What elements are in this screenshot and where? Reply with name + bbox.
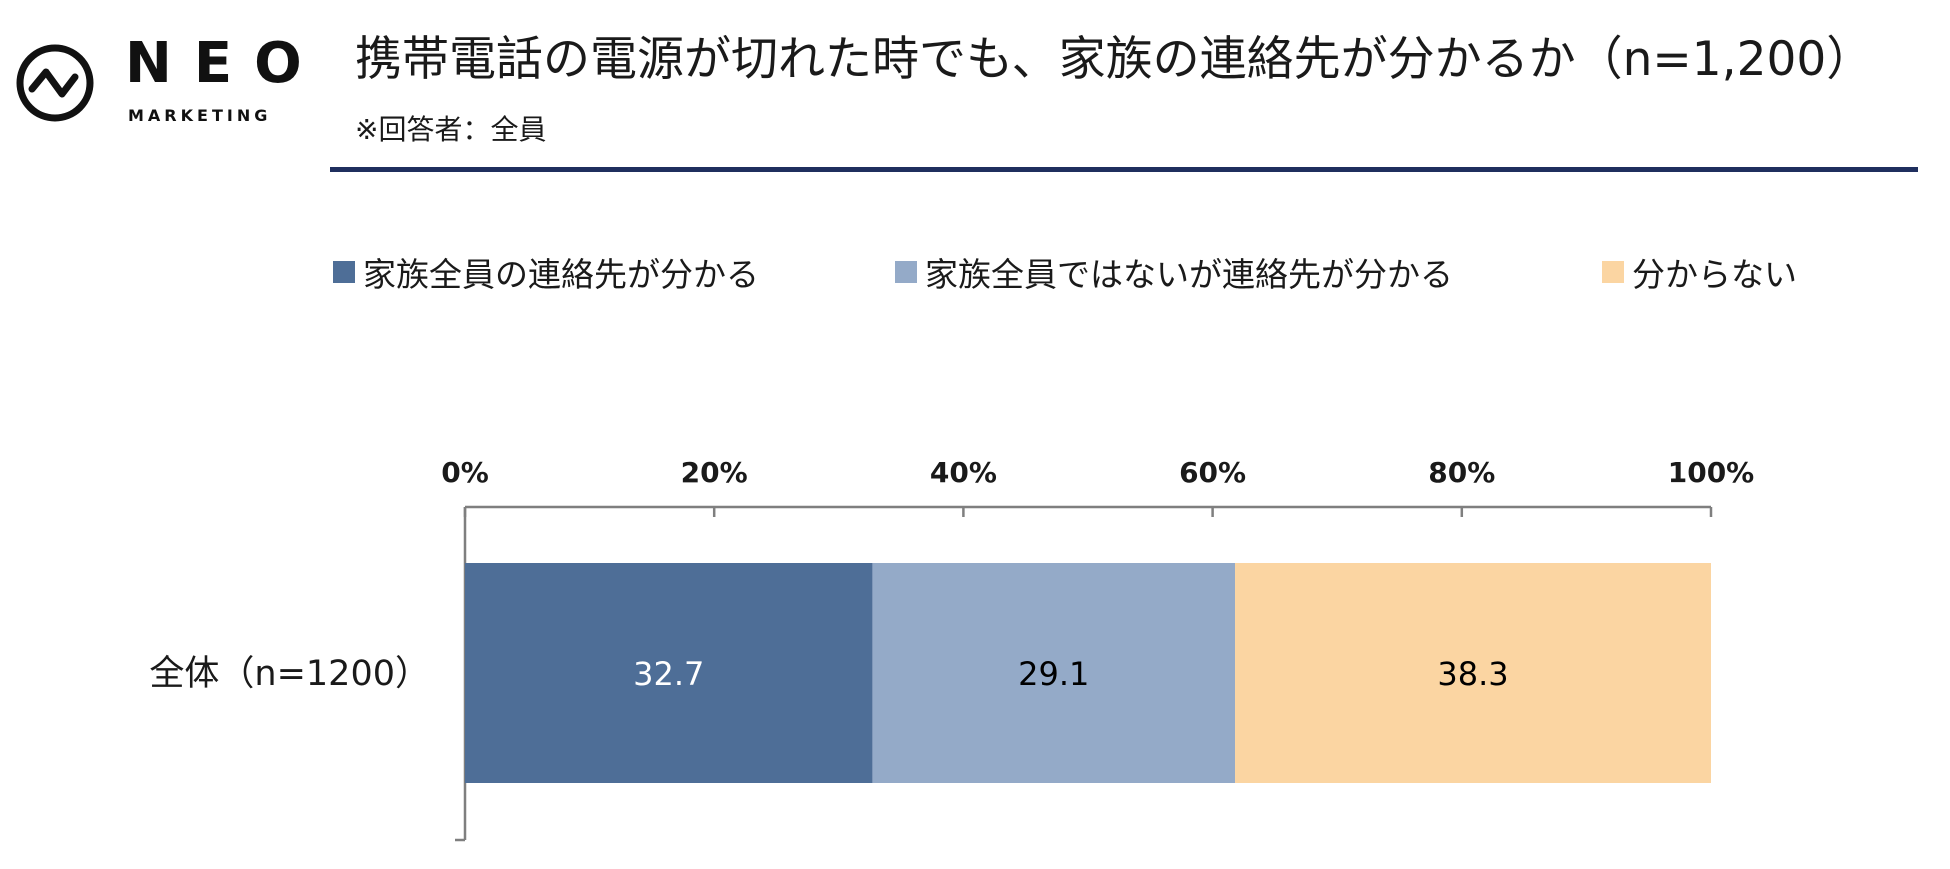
legend-swatch-unknown [1602, 261, 1624, 283]
legend-item-all-family: 家族全員の連絡先が分かる [333, 248, 759, 296]
neo-marketing-logo: NEO MARKETING [15, 36, 302, 133]
x-tick-label-20: 20% [681, 456, 748, 489]
logo-subtext: MARKETING [128, 106, 272, 125]
legend-label-partial-family: 家族全員ではないが連絡先が分かる [925, 255, 1453, 294]
chart-title: 携帯電話の電源が切れた時でも、家族の連絡先が分かるか（n=1,200） [355, 32, 1874, 87]
x-tick-label-100: 100% [1668, 456, 1755, 489]
bar-segment-3 [1235, 563, 1711, 783]
legend-label-all-family: 家族全員の連絡先が分かる [363, 255, 759, 294]
chart-subtitle: ※回答者：全員 [355, 113, 547, 146]
data-label-3: 38.3 [1437, 655, 1508, 693]
x-tick-label-80: 80% [1428, 456, 1495, 489]
data-label-1: 32.7 [633, 655, 704, 693]
neo-zigzag-circle-icon [16, 44, 94, 122]
chart-legend: 家族全員の連絡先が分かる 家族全員ではないが連絡先が分かる 分からない [330, 248, 1920, 294]
x-tick-label-60: 60% [1179, 456, 1246, 489]
x-tick-label-0: 0% [441, 456, 489, 489]
data-label-2: 29.1 [1018, 655, 1089, 693]
title-divider [330, 167, 1918, 172]
bar-segment-1 [465, 563, 873, 783]
legend-swatch-partial-family [895, 261, 917, 283]
legend-swatch-all-family [333, 261, 355, 283]
legend-label-unknown: 分からない [1632, 255, 1797, 294]
legend-item-unknown: 分からない [1602, 248, 1797, 296]
legend-item-partial-family: 家族全員ではないが連絡先が分かる [895, 248, 1453, 296]
bar-segment-2 [872, 563, 1236, 783]
x-tick-label-40: 40% [930, 456, 997, 489]
category-label: 全体（n=1200） [149, 654, 430, 694]
logo-wordmark: NEO [125, 31, 324, 96]
